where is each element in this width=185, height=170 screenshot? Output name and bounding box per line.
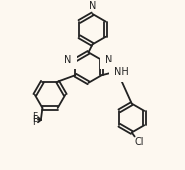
Text: N: N xyxy=(64,55,72,64)
Text: F: F xyxy=(32,115,37,124)
Text: N: N xyxy=(105,55,113,64)
Text: N: N xyxy=(89,1,96,11)
Text: F: F xyxy=(32,118,37,127)
Text: F: F xyxy=(32,112,37,121)
Text: NH: NH xyxy=(114,67,129,77)
Text: Cl: Cl xyxy=(135,137,144,147)
